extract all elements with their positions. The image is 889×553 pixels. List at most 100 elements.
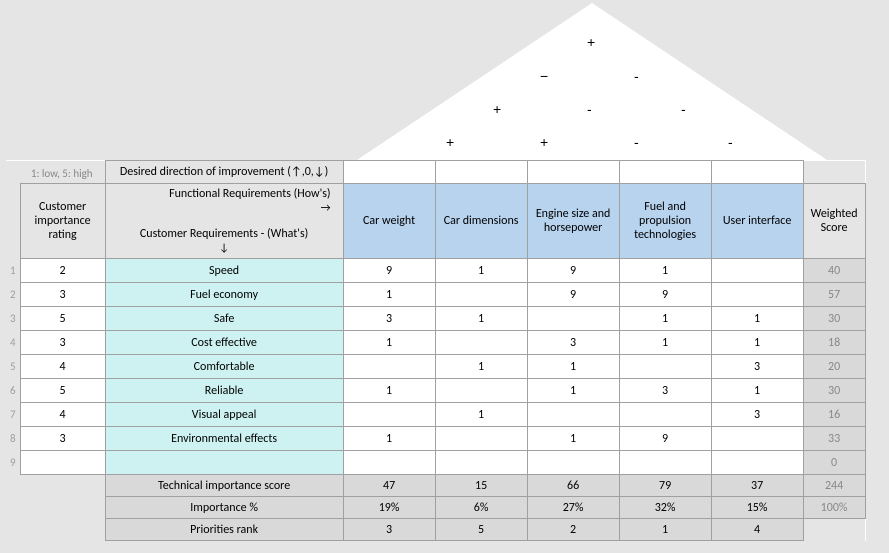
relation-cell: 1 <box>619 331 711 355</box>
func-col-1: Car dimensions <box>435 184 527 259</box>
customer-row: 65Reliable113130 <box>6 379 865 403</box>
customer-req-name: Reliable <box>105 379 343 403</box>
importance-pct-4: 15% <box>711 497 803 519</box>
importance-rating: 3 <box>20 427 105 451</box>
customer-row: 12Speed919140 <box>6 259 865 283</box>
correlation-roof: +−-+--++-- <box>357 3 827 160</box>
row-number: 8 <box>6 427 20 451</box>
weighted-score: 16 <box>803 403 865 427</box>
customer-row: 35Safe311130 <box>6 307 865 331</box>
relation-cell <box>435 331 527 355</box>
weighted-score: 30 <box>803 307 865 331</box>
relation-cell <box>343 403 435 427</box>
weighted-score: 18 <box>803 331 865 355</box>
direction-cell <box>619 161 711 184</box>
relation-cell: 3 <box>619 379 711 403</box>
relation-cell: 9 <box>343 259 435 283</box>
tech-score-4: 37 <box>711 475 803 497</box>
weighted-score: 57 <box>803 283 865 307</box>
row-number: 6 <box>6 379 20 403</box>
relation-cell <box>711 259 803 283</box>
customer-req-header: Customer Requirements - (What's)↓ <box>110 227 339 255</box>
relation-cell <box>619 403 711 427</box>
row-number: 9 <box>6 451 20 475</box>
relation-cell: 1 <box>711 379 803 403</box>
customer-req-name: Visual appeal <box>105 403 343 427</box>
direction-cell <box>711 161 803 184</box>
relation-cell <box>619 451 711 475</box>
row-number: 7 <box>6 403 20 427</box>
importance-rating: 2 <box>20 259 105 283</box>
row-number: 2 <box>6 283 20 307</box>
correlation-symbol: - <box>681 101 686 117</box>
relation-cell: 1 <box>343 283 435 307</box>
relation-cell <box>711 451 803 475</box>
relation-cell: 3 <box>527 331 619 355</box>
direction-cell <box>527 161 619 184</box>
direction-cell <box>343 161 435 184</box>
tech-score-total: 244 <box>803 475 865 497</box>
customer-req-name: Safe <box>105 307 343 331</box>
correlation-symbol: - <box>634 134 639 150</box>
weighted-score: 0 <box>803 451 865 475</box>
customer-row: 90 <box>6 451 865 475</box>
relation-cell: 1 <box>343 379 435 403</box>
relation-cell: 9 <box>619 283 711 307</box>
func-col-3: Fuel and propulsion technologies <box>619 184 711 259</box>
relation-cell <box>711 283 803 307</box>
priorities-label: Priorities rank <box>105 519 343 541</box>
importance-pct-total: 100% <box>803 497 865 519</box>
correlation-symbol: - <box>587 101 592 117</box>
relation-cell: 1 <box>711 307 803 331</box>
importance-rating <box>20 451 105 475</box>
correlation-symbol: - <box>728 134 733 150</box>
relation-cell: 1 <box>435 307 527 331</box>
relation-cell <box>343 355 435 379</box>
importance-rating: 3 <box>20 331 105 355</box>
relation-cell <box>435 451 527 475</box>
relation-cell: 1 <box>527 427 619 451</box>
tech-score-label: Technical importance score <box>105 475 343 497</box>
relation-cell: 1 <box>435 355 527 379</box>
importance-rating: 5 <box>20 379 105 403</box>
relation-cell <box>619 355 711 379</box>
relation-cell: 1 <box>435 259 527 283</box>
importance-rating: 4 <box>20 403 105 427</box>
tech-score-0: 47 <box>343 475 435 497</box>
relation-cell: 1 <box>527 355 619 379</box>
relation-cell: 1 <box>527 379 619 403</box>
correlation-symbol: + <box>493 101 501 117</box>
row-number: 5 <box>6 355 20 379</box>
importance-pct-1: 6% <box>435 497 527 519</box>
relation-cell: 3 <box>711 403 803 427</box>
relation-cell <box>527 307 619 331</box>
customer-row: 43Cost effective131118 <box>6 331 865 355</box>
weighted-score: 33 <box>803 427 865 451</box>
direction-label: Desired direction of improvement (↑,0,↓) <box>105 161 343 184</box>
relation-cell <box>343 451 435 475</box>
weighted-score: 20 <box>803 355 865 379</box>
relation-cell: 1 <box>343 331 435 355</box>
correlation-symbol: + <box>540 134 548 150</box>
importance-pct-2: 27% <box>527 497 619 519</box>
correlation-symbol: + <box>587 34 595 50</box>
importance-pct-3: 32% <box>619 497 711 519</box>
relation-cell <box>711 427 803 451</box>
relation-cell: 3 <box>343 307 435 331</box>
relation-cell <box>435 283 527 307</box>
row-number: 3 <box>6 307 20 331</box>
relation-cell <box>527 403 619 427</box>
customer-req-name <box>105 451 343 475</box>
scale-note: 1: low, 5: high <box>21 167 97 180</box>
customer-req-name: Speed <box>105 259 343 283</box>
func-col-2: Engine size and horsepower <box>527 184 619 259</box>
importance-rating-header: Customerimportancerating <box>25 200 101 242</box>
priority-2: 2 <box>527 519 619 541</box>
relation-cell: 1 <box>343 427 435 451</box>
importance-rating: 3 <box>20 283 105 307</box>
relation-cell: 3 <box>711 355 803 379</box>
row-number: 1 <box>6 259 20 283</box>
customer-req-name: Cost effective <box>105 331 343 355</box>
relation-cell: 9 <box>619 427 711 451</box>
tech-score-1: 15 <box>435 475 527 497</box>
